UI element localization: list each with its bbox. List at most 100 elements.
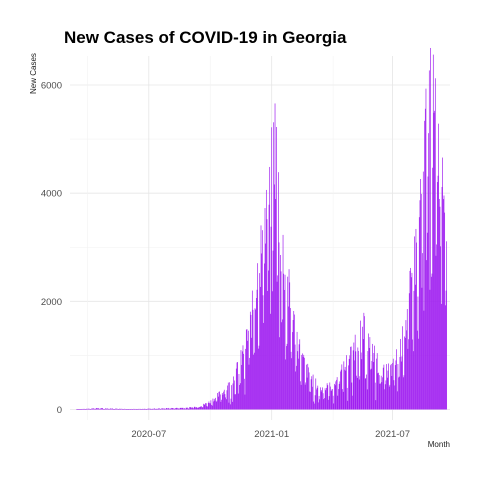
bar	[360, 352, 362, 410]
bar	[228, 402, 230, 410]
bar	[246, 329, 248, 410]
bar	[361, 359, 363, 410]
bar	[157, 409, 158, 410]
bar	[372, 361, 374, 410]
bar	[124, 408, 126, 410]
bar	[419, 200, 421, 410]
bar	[179, 407, 181, 410]
bar	[368, 333, 369, 410]
bar	[150, 409, 152, 410]
bar	[334, 383, 335, 410]
bar	[254, 308, 256, 410]
bar	[283, 273, 285, 410]
bar	[138, 408, 140, 410]
bar	[360, 320, 361, 410]
bar	[204, 404, 206, 410]
bar	[243, 353, 244, 410]
bar	[238, 374, 240, 410]
bar	[84, 408, 86, 410]
bar	[187, 408, 189, 410]
bar	[421, 287, 423, 410]
bar	[123, 409, 124, 410]
bar	[370, 369, 371, 410]
bar	[208, 401, 210, 410]
bar	[440, 303, 442, 410]
bar	[369, 337, 371, 410]
bar	[162, 408, 164, 410]
bar	[334, 385, 336, 410]
bar	[332, 395, 334, 410]
bar	[279, 337, 281, 410]
bar	[344, 366, 346, 410]
bar	[175, 408, 176, 410]
bar	[141, 409, 143, 410]
bar	[99, 408, 100, 410]
bar	[119, 408, 120, 410]
bar	[443, 195, 445, 410]
bar	[141, 409, 142, 410]
bar	[326, 383, 328, 410]
bar	[278, 172, 279, 410]
bar	[252, 309, 254, 410]
bar	[245, 348, 246, 410]
bar	[338, 383, 340, 410]
bar	[358, 350, 359, 410]
bar	[408, 339, 409, 410]
bar	[270, 313, 271, 410]
bar	[207, 406, 208, 410]
bar	[194, 406, 196, 410]
bar	[167, 408, 169, 410]
bar	[245, 329, 247, 410]
bar	[169, 408, 170, 410]
bar	[345, 370, 347, 410]
bar	[371, 360, 373, 410]
bar	[420, 178, 421, 410]
bar	[103, 409, 104, 410]
bar	[428, 70, 430, 410]
bar	[193, 408, 194, 410]
bar	[315, 378, 317, 410]
bar	[145, 408, 146, 410]
bar	[112, 408, 114, 410]
bar	[101, 408, 102, 410]
bar	[155, 409, 156, 410]
bar	[170, 408, 172, 410]
bar	[161, 408, 162, 410]
bar	[318, 395, 320, 410]
bar	[320, 387, 321, 410]
bar	[366, 389, 368, 410]
y-tick-label: 6000	[41, 81, 62, 92]
bar	[249, 311, 251, 410]
bar	[232, 383, 234, 410]
bar	[357, 347, 359, 410]
bar	[117, 409, 119, 410]
bar	[242, 345, 244, 410]
bar	[399, 356, 401, 410]
bar	[281, 322, 283, 410]
bar	[135, 408, 136, 410]
bar	[272, 291, 273, 410]
bar	[127, 409, 128, 410]
bar	[109, 408, 111, 410]
bar	[203, 403, 204, 410]
bar	[159, 408, 161, 410]
bar	[418, 217, 420, 410]
bar	[240, 350, 242, 410]
bar	[87, 408, 88, 410]
bar	[213, 401, 214, 410]
bar	[370, 368, 372, 410]
bar	[306, 364, 307, 410]
bar	[363, 312, 365, 410]
bar	[253, 354, 255, 410]
bar	[106, 408, 108, 410]
bar	[224, 394, 226, 410]
bar	[191, 407, 192, 410]
bar	[302, 353, 303, 410]
bar	[308, 367, 309, 410]
bar	[77, 409, 78, 410]
bar	[79, 409, 80, 410]
bar	[247, 340, 248, 410]
bar	[130, 409, 132, 410]
bar	[380, 375, 382, 410]
